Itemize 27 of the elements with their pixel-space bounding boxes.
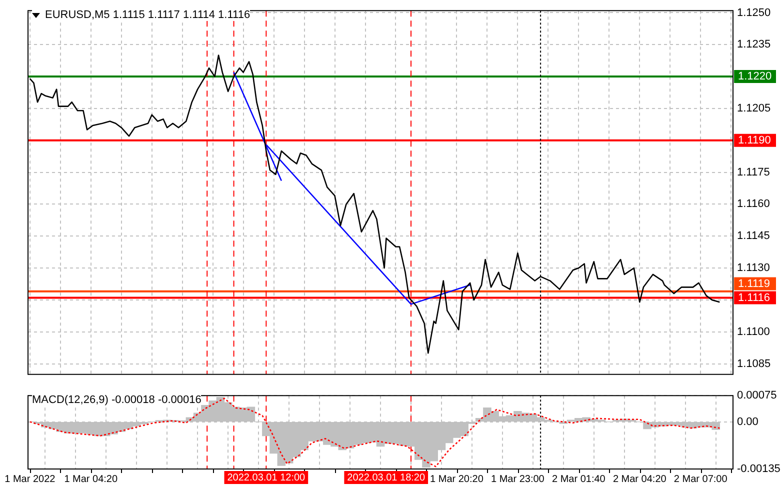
x-tick-label: 2 Mar 01:40 [552,474,606,485]
ref-line-label: 1.1190 [738,134,771,146]
ref-line-label: 1.1119 [738,278,770,290]
y-tick-label: 0.00 [737,416,758,428]
y-tick-label: 1.1145 [737,230,770,242]
y-tick-label: 1.1205 [737,102,771,114]
y-tick-label: 1.1175 [737,166,770,178]
ref-line-label: 1.1116 [738,292,770,304]
y-tick-label: 1.1160 [737,198,770,210]
ref-line-label: 2022.03.01 18:20 [347,472,426,484]
x-tick-label: 1 Mar 2022 [4,474,56,485]
x-tick-label: 2 Mar 07:00 [674,474,728,485]
y-tick-label: 1.1085 [737,358,771,370]
chart-title: MACD(12,26,9) -0.00018 -0.00016 [32,394,202,406]
y-tick-label: 1.1100 [737,326,770,338]
x-tick-label: 1 Mar 23:00 [491,474,545,485]
chart-title: EURUSD,M5 1.1115 1.1117 1.1114 1.1116 [45,9,250,21]
y-tick-label: 0.00075 [737,390,777,402]
y-tick-label: 1.1235 [737,38,771,51]
ref-line-label: 1.1220 [738,70,772,83]
y-tick-label: -0.00135 [737,463,780,476]
x-tick-label: 2 Mar 04:20 [612,474,667,485]
ref-line-label: 2022.03.01 12:00 [227,472,306,484]
x-tick-label: 1 Mar 04:20 [64,474,118,485]
x-tick-label: 1 Mar 20:20 [430,474,484,485]
y-tick-label: 1.1130 [737,262,770,274]
y-tick-label: 1.1250 [737,6,771,19]
